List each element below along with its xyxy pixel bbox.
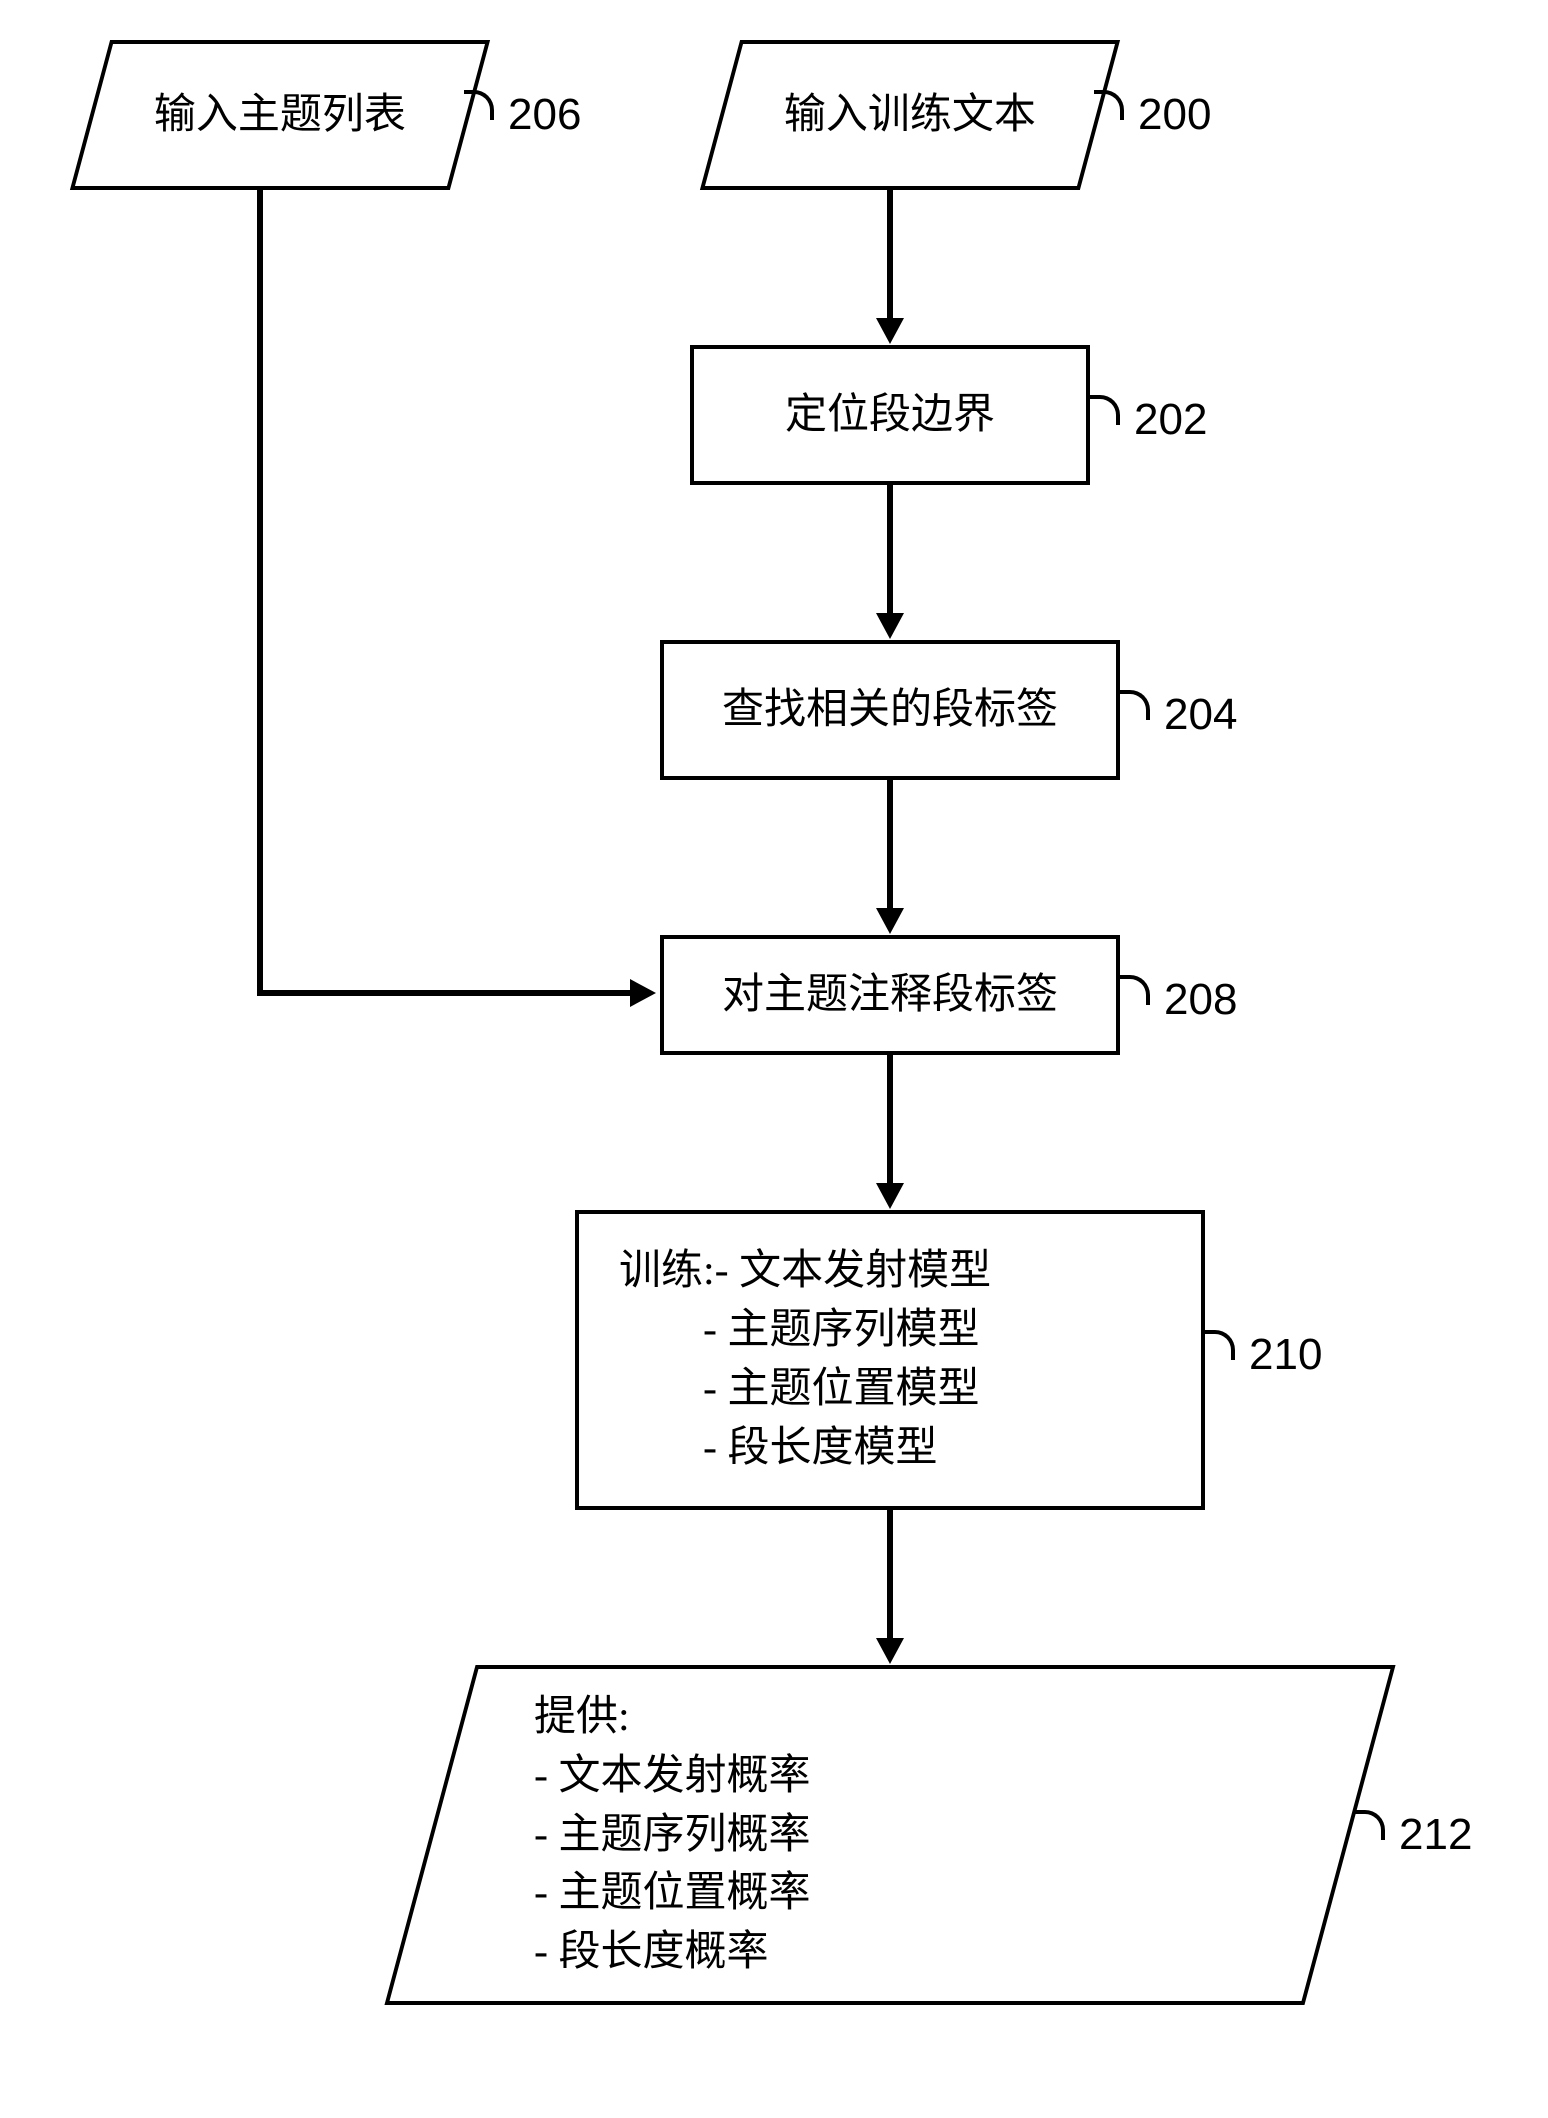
- ref-212: 212: [1399, 1810, 1472, 1860]
- node-provide: 提供: - 文本发射概率 - 主题序列概率 - 主题位置概率 - 段长度概率: [384, 1665, 1395, 2005]
- arrow-206-208-v: [257, 190, 263, 990]
- ref-208: 208: [1164, 975, 1237, 1025]
- node-210-item-2: - 主题位置模型: [703, 1366, 980, 1412]
- leader-202: [1090, 395, 1120, 425]
- node-annotate-labels: 对主题注释段标签: [660, 935, 1120, 1055]
- arrow-206-208-h: [257, 990, 632, 996]
- node-find-labels: 查找相关的段标签: [660, 640, 1120, 780]
- node-input-topic-list: 输入主题列表: [70, 40, 490, 190]
- node-204-label: 查找相关的段标签: [722, 681, 1058, 740]
- arrow-head-210-212: [876, 1638, 904, 1664]
- arrow-208-210: [887, 1055, 893, 1185]
- ref-204: 204: [1164, 690, 1237, 740]
- leader-204: [1120, 690, 1150, 720]
- node-210-item-3: - 段长度模型: [703, 1425, 938, 1471]
- ref-200: 200: [1138, 90, 1211, 140]
- node-210-content: 训练:- 文本发射模型 - 主题序列模型 - 主题位置模型 - 段长度模型: [619, 1242, 991, 1477]
- node-210-prefix: 训练:: [619, 1248, 715, 1294]
- node-train: 训练:- 文本发射模型 - 主题序列模型 - 主题位置模型 - 段长度模型: [575, 1210, 1205, 1510]
- node-208-label: 对主题注释段标签: [722, 966, 1058, 1025]
- node-200-label: 输入训练文本: [784, 86, 1036, 145]
- ref-210: 210: [1249, 1330, 1322, 1380]
- node-210-item-1: - 主题序列模型: [703, 1307, 980, 1353]
- ref-206: 206: [508, 90, 581, 140]
- node-210-item-0: - 文本发射模型: [715, 1248, 992, 1294]
- arrow-head-204-208: [876, 908, 904, 934]
- arrow-200-202: [887, 190, 893, 320]
- leader-210: [1205, 1330, 1235, 1360]
- arrow-head-208-210: [876, 1183, 904, 1209]
- node-212-content: 提供: - 文本发射概率 - 主题序列概率 - 主题位置概率 - 段长度概率: [534, 1688, 811, 1982]
- node-212-item-3: - 段长度概率: [534, 1929, 769, 1975]
- arrow-202-204: [887, 485, 893, 615]
- arrow-head-202-204: [876, 613, 904, 639]
- arrow-204-208: [887, 780, 893, 910]
- node-212-item-0: - 文本发射概率: [534, 1753, 811, 1799]
- node-202-label: 定位段边界: [785, 386, 995, 445]
- node-locate-boundaries: 定位段边界: [690, 345, 1090, 485]
- arrow-head-206-208: [630, 979, 656, 1007]
- node-212-prefix: 提供:: [534, 1694, 630, 1740]
- arrow-210-212: [887, 1510, 893, 1640]
- leader-206: [464, 90, 494, 120]
- leader-200: [1094, 90, 1124, 120]
- node-input-training-text: 输入训练文本: [700, 40, 1120, 190]
- leader-212: [1355, 1810, 1385, 1840]
- leader-208: [1120, 975, 1150, 1005]
- arrow-head-200-202: [876, 318, 904, 344]
- ref-202: 202: [1134, 395, 1207, 445]
- node-212-item-1: - 主题序列概率: [534, 1812, 811, 1858]
- node-212-item-2: - 主题位置概率: [534, 1870, 811, 1916]
- node-206-label: 输入主题列表: [154, 86, 406, 145]
